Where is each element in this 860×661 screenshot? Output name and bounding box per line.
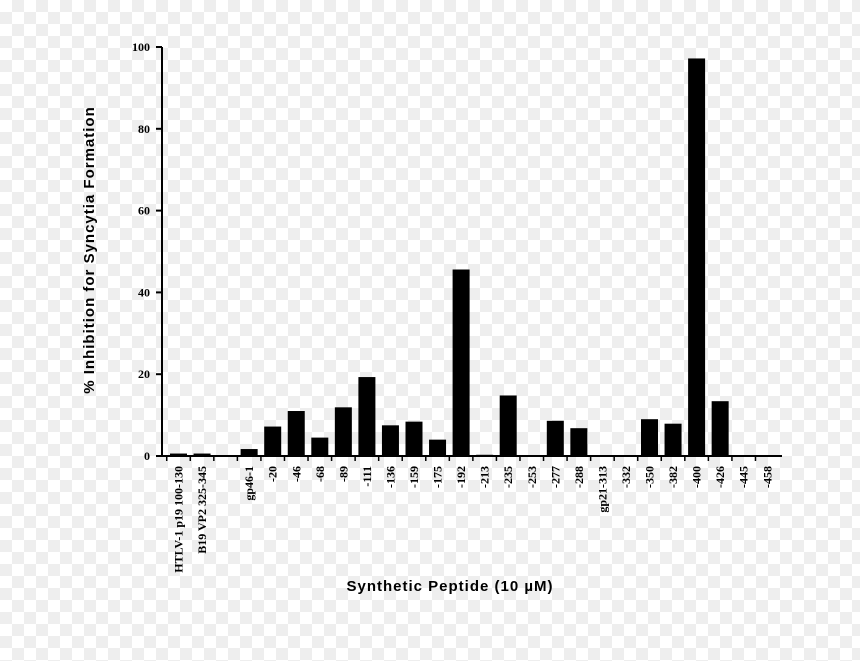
bar	[240, 449, 258, 456]
y-axis: 0 20 40 60 80 100	[132, 40, 163, 463]
bar	[193, 453, 211, 456]
bars-group	[170, 58, 776, 457]
x-tick-label: -445	[737, 466, 751, 488]
x-tick-label: -213	[478, 466, 492, 488]
bar	[546, 420, 564, 456]
y-axis-label: % Inhibition for Syncytia Formation	[81, 106, 98, 394]
y-tick-label: 40	[138, 285, 150, 299]
bar	[499, 395, 517, 456]
x-tick-label: -20	[266, 466, 280, 482]
bar	[429, 439, 447, 456]
bar	[381, 425, 399, 456]
x-tick-label: -46	[289, 466, 303, 482]
x-tick-label: -89	[336, 466, 350, 482]
x-tick-label: -288	[572, 466, 586, 488]
y-tick-label: 60	[138, 204, 150, 218]
x-tick-label: -350	[643, 466, 657, 488]
bar	[287, 411, 305, 456]
bar	[641, 419, 658, 456]
bar	[334, 407, 352, 456]
x-tick-label: -175	[431, 466, 445, 488]
y-tick-label: 0	[144, 449, 150, 463]
bar	[570, 428, 588, 456]
bar	[452, 269, 470, 456]
y-tick-label: 80	[138, 122, 150, 136]
x-tick-label: -68	[313, 466, 327, 482]
x-tick-label: B19 VP2 325-345	[195, 466, 209, 554]
bar	[311, 437, 329, 456]
bar	[170, 453, 187, 456]
x-tick-label: -192	[454, 466, 468, 488]
x-axis-label: Synthetic Peptide (10 µM)	[346, 578, 553, 595]
x-tick-label: -253	[525, 466, 539, 488]
bar	[358, 377, 376, 456]
x-tick-label: -400	[690, 466, 704, 488]
bar	[688, 58, 706, 457]
x-tick-label: -159	[407, 466, 421, 488]
bar	[664, 423, 682, 456]
x-tick-label: HTLV-1 p19 100-130	[172, 466, 186, 573]
x-tick-label: -332	[619, 466, 633, 488]
x-tick-label: -235	[501, 466, 515, 488]
x-tick-label: gp21-313	[595, 466, 609, 513]
x-tick-label: -277	[548, 466, 562, 488]
x-axis: HTLV-1 p19 100-130 B19 VP2 325-345 gp46-1-…	[162, 455, 782, 573]
x-tick-label: -426	[713, 466, 727, 488]
x-tick-label: -382	[666, 466, 680, 488]
x-tick-label: gp46-1	[242, 466, 256, 501]
bar	[405, 421, 423, 456]
x-tick-label: -458	[760, 466, 774, 488]
x-tick-label: -136	[383, 466, 397, 488]
bar	[264, 426, 282, 456]
y-tick-label: 100	[132, 40, 150, 54]
y-tick-label: 20	[138, 367, 150, 381]
bar	[711, 401, 729, 456]
x-tick-label: -111	[360, 466, 374, 487]
